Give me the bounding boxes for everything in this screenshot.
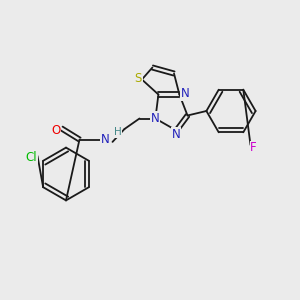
Text: F: F <box>250 141 257 154</box>
Text: N: N <box>172 128 181 141</box>
Text: S: S <box>135 71 142 85</box>
Text: N: N <box>100 133 109 146</box>
Text: O: O <box>51 124 60 137</box>
Text: Cl: Cl <box>26 151 37 164</box>
Text: N: N <box>151 112 160 125</box>
Text: N: N <box>180 87 189 100</box>
Text: H: H <box>114 127 122 137</box>
